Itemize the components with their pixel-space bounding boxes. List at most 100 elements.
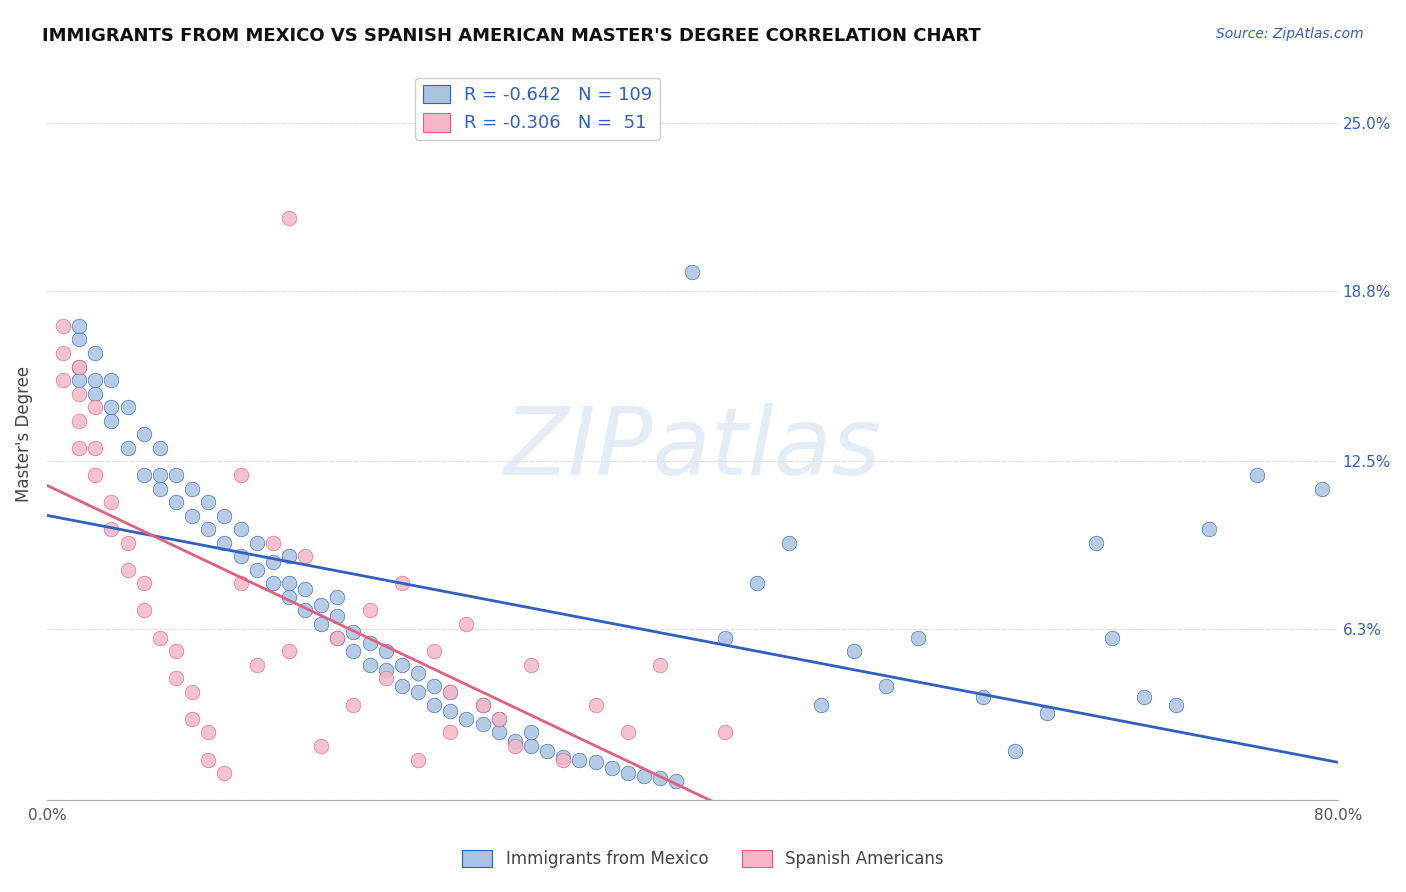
- Point: [406, 685, 429, 699]
- Point: [391, 576, 413, 591]
- Point: [471, 698, 494, 713]
- Point: [100, 414, 122, 428]
- Point: [536, 744, 558, 758]
- Point: [1036, 706, 1059, 721]
- Point: [326, 631, 349, 645]
- Point: [439, 704, 461, 718]
- Point: [117, 535, 139, 549]
- Point: [326, 590, 349, 604]
- Point: [391, 679, 413, 693]
- Point: [456, 617, 478, 632]
- Point: [262, 555, 284, 569]
- Point: [423, 644, 446, 658]
- Point: [100, 495, 122, 509]
- Point: [214, 508, 236, 523]
- Point: [374, 663, 396, 677]
- Point: [262, 535, 284, 549]
- Point: [423, 698, 446, 713]
- Legend: Immigrants from Mexico, Spanish Americans: Immigrants from Mexico, Spanish American…: [456, 843, 950, 875]
- Point: [294, 582, 316, 596]
- Point: [648, 772, 671, 786]
- Point: [197, 522, 219, 536]
- Point: [488, 712, 510, 726]
- Point: [439, 685, 461, 699]
- Point: [842, 644, 865, 658]
- Point: [84, 386, 107, 401]
- Point: [520, 657, 543, 672]
- Point: [181, 482, 204, 496]
- Point: [84, 467, 107, 482]
- Point: [52, 318, 75, 333]
- Point: [359, 657, 381, 672]
- Point: [309, 598, 332, 612]
- Point: [246, 657, 269, 672]
- Point: [229, 576, 252, 591]
- Point: [294, 549, 316, 564]
- Point: [456, 712, 478, 726]
- Point: [488, 712, 510, 726]
- Point: [117, 401, 139, 415]
- Y-axis label: Master's Degree: Master's Degree: [15, 367, 32, 502]
- Point: [617, 766, 640, 780]
- Point: [67, 414, 90, 428]
- Point: [84, 441, 107, 455]
- Point: [165, 644, 187, 658]
- Point: [262, 576, 284, 591]
- Point: [117, 441, 139, 455]
- Point: [471, 717, 494, 731]
- Point: [1246, 467, 1268, 482]
- Point: [600, 761, 623, 775]
- Point: [277, 211, 299, 225]
- Point: [326, 631, 349, 645]
- Point: [633, 769, 655, 783]
- Point: [1084, 535, 1107, 549]
- Point: [553, 752, 575, 766]
- Point: [1101, 631, 1123, 645]
- Point: [277, 644, 299, 658]
- Point: [648, 657, 671, 672]
- Point: [713, 631, 735, 645]
- Point: [423, 679, 446, 693]
- Point: [132, 603, 155, 617]
- Point: [67, 333, 90, 347]
- Point: [585, 755, 607, 769]
- Point: [197, 752, 219, 766]
- Legend: R = -0.642   N = 109, R = -0.306   N =  51: R = -0.642 N = 109, R = -0.306 N = 51: [415, 78, 659, 140]
- Point: [181, 685, 204, 699]
- Point: [214, 766, 236, 780]
- Point: [229, 549, 252, 564]
- Point: [67, 386, 90, 401]
- Point: [100, 373, 122, 387]
- Point: [165, 495, 187, 509]
- Point: [309, 739, 332, 753]
- Point: [617, 725, 640, 739]
- Point: [52, 373, 75, 387]
- Point: [67, 359, 90, 374]
- Point: [520, 725, 543, 739]
- Point: [67, 441, 90, 455]
- Point: [875, 679, 897, 693]
- Point: [1133, 690, 1156, 705]
- Point: [1166, 698, 1188, 713]
- Point: [277, 549, 299, 564]
- Point: [165, 671, 187, 685]
- Point: [713, 725, 735, 739]
- Point: [359, 603, 381, 617]
- Point: [406, 752, 429, 766]
- Point: [67, 359, 90, 374]
- Point: [181, 508, 204, 523]
- Point: [132, 427, 155, 442]
- Point: [165, 467, 187, 482]
- Text: ZIPatlas: ZIPatlas: [503, 403, 882, 494]
- Point: [277, 590, 299, 604]
- Point: [181, 712, 204, 726]
- Point: [132, 576, 155, 591]
- Point: [342, 625, 364, 640]
- Point: [585, 698, 607, 713]
- Point: [84, 373, 107, 387]
- Point: [149, 631, 172, 645]
- Point: [100, 401, 122, 415]
- Point: [503, 733, 526, 747]
- Point: [665, 774, 688, 789]
- Point: [246, 563, 269, 577]
